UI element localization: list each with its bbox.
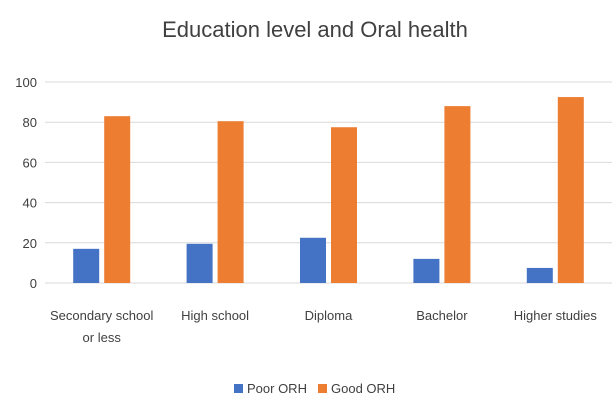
legend-label: Good ORH	[331, 381, 395, 396]
bar-poor-orh	[413, 258, 440, 283]
y-tick-label: 40	[23, 196, 37, 211]
bar-poor-orh	[186, 243, 213, 283]
x-category-label: Secondary school	[50, 308, 153, 323]
y-tick-label: 80	[23, 115, 37, 130]
x-category-label: Bachelor	[416, 308, 468, 323]
x-category-label: Higher studies	[514, 308, 598, 323]
x-category-label: Diploma	[305, 308, 353, 323]
chart-title: Education level and Oral health	[162, 17, 468, 42]
y-tick-label: 60	[23, 155, 37, 170]
bar-good-orh	[444, 106, 471, 284]
bar-good-orh	[104, 116, 131, 283]
x-category-label: or less	[83, 330, 122, 345]
bar-poor-orh	[526, 267, 553, 283]
legend-swatch	[234, 384, 243, 393]
gridlines	[45, 81, 612, 284]
y-tick-label: 100	[15, 75, 37, 90]
y-tick-label: 0	[30, 276, 37, 291]
y-tick-label: 20	[23, 236, 37, 251]
bar-good-orh	[557, 97, 584, 283]
bar-poor-orh	[300, 237, 326, 283]
bar-poor-orh	[73, 248, 100, 283]
bar-good-orh	[331, 127, 357, 283]
legend: Poor ORH Good ORH	[234, 381, 395, 396]
x-category-label: High school	[181, 308, 249, 323]
legend-label: Poor ORH	[247, 381, 307, 396]
y-axis-ticks: 0 20 40 60 80 100	[15, 75, 37, 291]
x-axis-categories: Secondary school or less High school Diplom…	[50, 308, 597, 345]
bar-good-orh	[217, 121, 244, 283]
legend-swatch	[318, 384, 327, 393]
bars	[73, 97, 584, 284]
